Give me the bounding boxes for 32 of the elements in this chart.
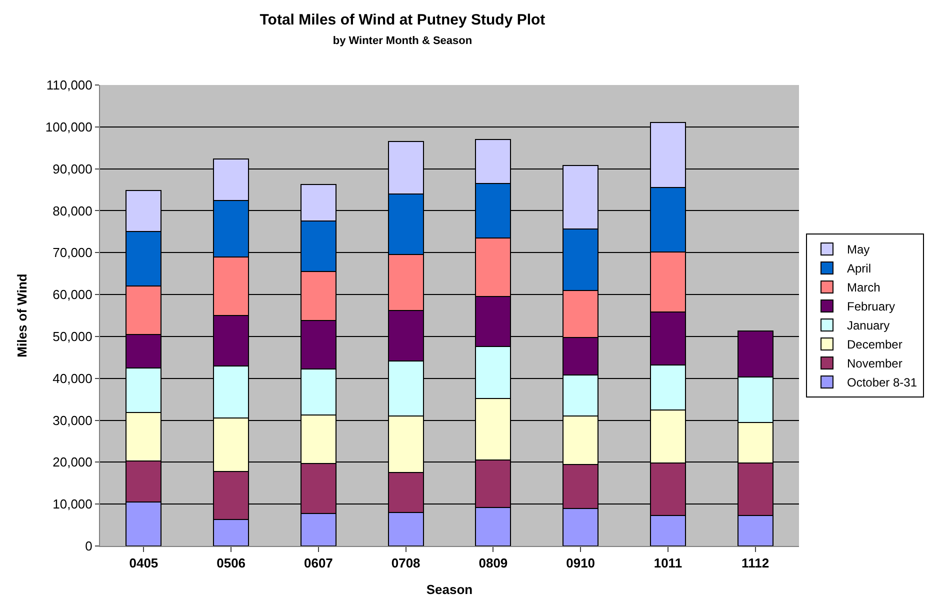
x-axis-title: Season <box>426 582 473 598</box>
x-tick-label: 0809 <box>478 556 508 571</box>
legend-label: April <box>846 262 872 276</box>
legend-label: October 8-31 <box>846 376 918 390</box>
y-tick-label: 0 <box>85 538 92 554</box>
y-tick-label: 90,000 <box>52 161 92 176</box>
x-tick-label: 0708 <box>391 556 420 571</box>
y-tick-label: 80,000 <box>52 203 92 218</box>
y-tick-label: 60,000 <box>52 287 92 302</box>
legend-label: January <box>846 318 890 333</box>
x-tick-label: 1112 <box>742 556 770 571</box>
chart-subtitle: by Winter Month & Season <box>332 35 472 48</box>
x-tick-label: 0607 <box>304 556 333 571</box>
y-tick-label: 100,000 <box>45 119 92 134</box>
y-axis-title: Miles of Wind <box>14 274 30 358</box>
legend-label: November <box>846 356 902 371</box>
legend-label: March <box>846 280 880 295</box>
y-tick-label: 20,000 <box>52 454 92 470</box>
y-tick-label: 70,000 <box>52 245 92 260</box>
chart-title: Total Miles of Wind at Putney Study Plot <box>260 12 546 29</box>
x-tick-label: 0405 <box>129 556 158 571</box>
x-tick-label: 0506 <box>216 556 246 571</box>
y-tick-label: 40,000 <box>52 370 92 386</box>
x-tick-label: 0910 <box>566 556 596 571</box>
x-tick-label: 1011 <box>654 556 682 571</box>
legend-label: May <box>846 242 870 257</box>
y-tick-label: 30,000 <box>52 412 92 428</box>
y-tick-label: 10,000 <box>52 496 92 512</box>
y-tick-label: 110,000 <box>46 78 92 93</box>
legend-label: December <box>846 338 902 352</box>
legend-label: February <box>846 300 896 314</box>
y-tick-label: 50,000 <box>52 329 92 344</box>
